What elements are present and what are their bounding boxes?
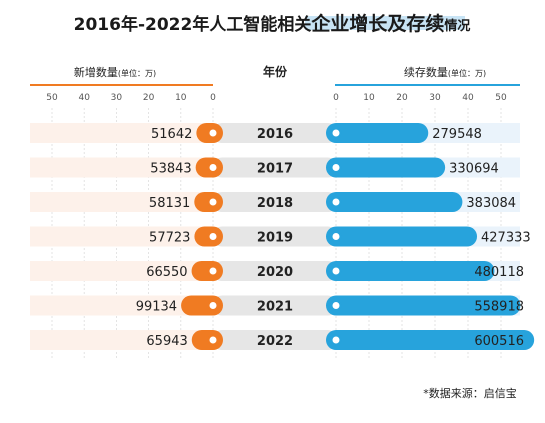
existing-count-label: 383084 <box>466 196 516 211</box>
new-count-marker <box>207 127 219 139</box>
existing-count-bar <box>326 157 446 178</box>
row-background-left <box>30 157 213 178</box>
new-count-marker <box>207 265 219 277</box>
year-pill <box>212 295 338 316</box>
new-count-label: 53843 <box>150 162 191 177</box>
new-count-marker <box>207 231 219 242</box>
existing-count-label: 330694 <box>449 162 499 177</box>
existing-count-bar <box>326 192 463 212</box>
right-axis-tick-label: 50 <box>495 93 507 103</box>
row-background-left <box>30 123 213 143</box>
rows: 2016 51642 279548 2017 53843 330694 2018 58131 3… <box>30 123 535 350</box>
existing-count-label: 480118 <box>474 265 524 280</box>
existing-count-label: 600516 <box>474 334 524 349</box>
chart-title: 2016年-2022年人工智能相关企业增长及存续情况 <box>74 12 471 35</box>
year-label: 2017 <box>257 162 293 177</box>
year-label: 2021 <box>257 300 293 315</box>
year-pill <box>212 261 338 281</box>
year-label: 2018 <box>257 196 293 211</box>
existing-count-marker <box>330 334 342 346</box>
existing-count-marker <box>330 231 342 242</box>
right-header: 续存数量(单位：万) <box>404 65 486 79</box>
existing-count-label: 558918 <box>474 300 524 315</box>
year-pill <box>212 330 338 350</box>
row-background-left <box>30 295 213 316</box>
left-axis-tick-label: 40 <box>78 93 90 103</box>
right-axis-tick-label: 20 <box>396 93 408 103</box>
left-axis-tick-label: 50 <box>46 93 58 103</box>
left-axis-tick-label: 0 <box>210 93 216 103</box>
new-count-label: 99134 <box>136 300 177 315</box>
new-count-label: 66550 <box>146 265 187 280</box>
existing-count-bar <box>326 261 495 281</box>
year-pill <box>212 157 338 178</box>
left-axis-tick-label: 10 <box>175 93 187 103</box>
existing-count-bar <box>326 123 429 143</box>
year-pill <box>212 226 338 247</box>
title-highlight <box>305 16 465 30</box>
existing-count-marker <box>330 127 342 139</box>
new-count-label: 51642 <box>151 127 192 142</box>
new-count-label: 65943 <box>146 334 187 349</box>
existing-count-label: 279548 <box>432 127 482 142</box>
new-count-label: 57723 <box>149 231 190 246</box>
new-count-marker <box>207 300 219 311</box>
row-background-left <box>30 226 213 247</box>
year-label: 2022 <box>257 334 293 349</box>
existing-count-label: 427333 <box>481 231 531 246</box>
right-axis-tick-label: 10 <box>363 93 375 103</box>
right-axis-tick-label: 0 <box>333 93 339 103</box>
year-label: 2020 <box>257 265 293 280</box>
row-background-left <box>30 261 213 281</box>
existing-count-bar <box>326 226 478 247</box>
new-count-marker <box>207 196 219 208</box>
existing-count-bar <box>326 330 535 350</box>
existing-count-marker <box>330 162 342 173</box>
year-label: 2019 <box>257 231 293 246</box>
row-background-left <box>30 330 213 350</box>
new-count-marker <box>207 334 219 346</box>
year-pill <box>212 192 338 212</box>
left-header: 新增数量(单位：万) <box>74 65 156 79</box>
existing-count-marker <box>330 300 342 311</box>
existing-count-marker <box>330 265 342 277</box>
left-axis-tick-label: 30 <box>111 93 123 103</box>
center-header: 年份 <box>263 64 288 79</box>
row-background-left <box>30 192 213 212</box>
year-pill <box>212 123 338 143</box>
existing-count-marker <box>330 196 342 208</box>
left-axis-tick-label: 20 <box>143 93 155 103</box>
year-label: 2016 <box>257 127 293 142</box>
source-note: *数据来源：启信宝 <box>423 386 517 400</box>
right-axis-tick-label: 30 <box>429 93 441 103</box>
right-axis-tick-label: 40 <box>462 93 474 103</box>
existing-count-bar <box>326 295 521 316</box>
new-count-marker <box>207 162 219 173</box>
new-count-label: 58131 <box>149 196 190 211</box>
